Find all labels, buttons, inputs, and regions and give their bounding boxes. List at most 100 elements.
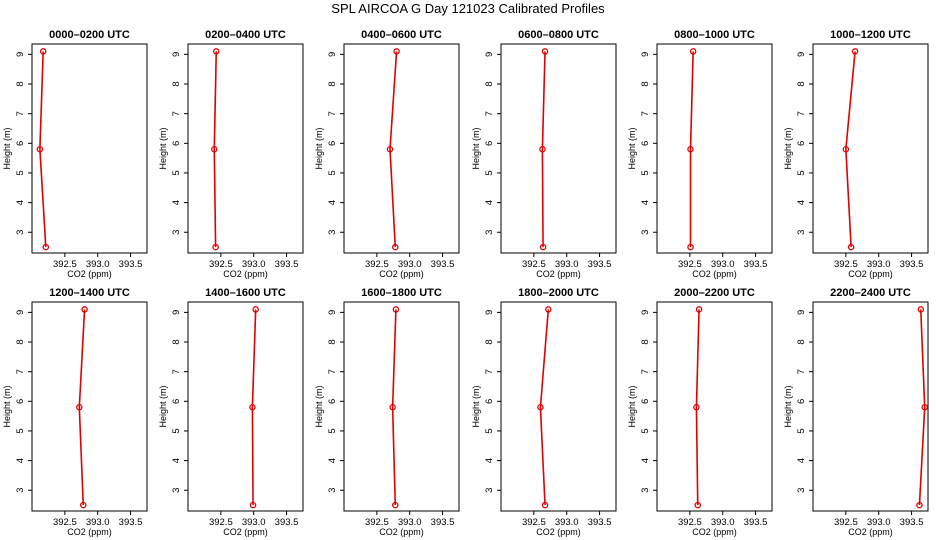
x-axis-label: CO2 (ppm) [67,527,112,537]
plot-frame [343,43,460,254]
profile-point [545,306,552,313]
profile-point [694,501,701,509]
x-tick-label: 393.5 [588,259,612,270]
y-tick-label: 6 [640,141,651,146]
profile-point [693,403,700,411]
y-tick-label: 8 [171,339,182,344]
y-tick-label: 3 [327,488,338,493]
y-tick-label: 3 [15,488,26,493]
x-tick-label: 393.0 [86,259,110,270]
plot-frame [31,43,148,254]
y-tick-label: 7 [171,369,182,374]
x-axis-label: CO2 (ppm) [379,269,424,279]
y-tick-label: 7 [327,369,338,374]
y-axis-label: Height (m) [627,127,637,169]
panel-title: 1800–2000 UTC [518,287,599,299]
panel-title: 2000–2200 UTC [674,287,755,299]
profile-line [251,309,257,506]
x-tick-label: 392.5 [53,259,77,270]
profile-point [393,48,400,55]
y-tick-label: 4 [640,458,651,463]
profile-point [687,145,694,153]
profile-point [211,145,218,153]
y-axis-label: Height (m) [158,385,168,427]
y-tick-label: 4 [15,458,26,463]
x-tick-label: 392.5 [522,259,546,270]
y-tick-label: 8 [484,339,495,344]
y-tick-label: 5 [15,170,26,175]
y-tick-label: 8 [15,81,26,86]
y-tick-label: 8 [796,339,807,344]
y-tick-label: 8 [15,339,26,344]
x-axis-label: CO2 (ppm) [692,269,737,279]
y-tick-label: 3 [171,230,182,235]
y-tick-label: 4 [171,200,182,205]
profile-point [695,306,703,313]
y-tick-label: 6 [15,141,26,146]
profile-point [392,501,399,509]
y-tick-label: 9 [484,310,495,315]
y-tick-label: 7 [171,111,182,116]
x-tick-label: 392.5 [522,517,546,528]
y-tick-label: 4 [640,200,651,205]
y-tick-label: 3 [640,488,651,493]
x-tick-label: 393.5 [744,259,768,270]
x-tick-label: 393.5 [119,517,143,528]
panel-title: 1200–1400 UTC [49,287,130,299]
profile-point [252,306,259,313]
profile-panel: 2200–2400 UTC 392.5 393.0 393.5 3 4 5 6 7 8 9 CO2 (… [783,287,929,537]
plot-frame [812,43,929,254]
panel-title: 1400–1600 UTC [205,287,286,299]
profile-point [921,403,928,411]
y-tick-label: 9 [15,310,26,315]
profile-panel: 1200–1400 UTC 392.5 393.0 393.5 3 4 5 6 7 8 9 CO2 (… [2,287,148,537]
y-tick-label: 9 [15,52,26,57]
x-tick-label: 393.5 [431,517,455,528]
y-tick-label: 5 [327,170,338,175]
profile-line [539,309,550,506]
profile-panel: 1000–1200 UTC 392.5 393.0 393.5 3 4 5 6 7 8 9 CO2 (… [783,29,929,279]
y-axis-label: Height (m) [158,127,168,169]
x-tick-label: 393.5 [900,517,924,528]
profile-line [918,309,926,506]
y-tick-label: 6 [484,141,495,146]
y-tick-label: 5 [171,428,182,433]
profile-point [917,306,925,313]
profile-panel: 1600–1800 UTC 392.5 393.0 393.5 3 4 5 6 7 8 9 CO2 (… [314,287,460,537]
y-tick-label: 5 [15,428,26,433]
profile-point [541,48,549,55]
profile-panel: 0400–0600 UTC 392.5 393.0 393.5 3 4 5 6 7 8 9 CO2 (… [314,29,460,279]
y-tick-label: 6 [796,141,807,146]
profile-point [842,145,850,153]
y-tick-label: 9 [796,52,807,57]
profile-line [39,51,47,248]
y-tick-label: 4 [796,458,807,463]
y-axis-label: Height (m) [627,385,637,427]
x-tick-label: 392.5 [365,517,389,528]
x-tick-label: 393.0 [242,259,266,270]
x-tick-label: 393.0 [867,259,891,270]
x-tick-label: 392.5 [678,517,702,528]
y-axis-label: Height (m) [471,385,481,427]
x-tick-label: 392.5 [678,259,702,270]
profile-point [687,243,694,251]
y-tick-label: 7 [15,111,26,116]
profile-point [80,501,87,509]
profile-point [212,243,219,251]
profile-point [537,403,544,411]
y-axis-label: Height (m) [783,385,793,427]
profile-point [249,501,257,509]
y-tick-label: 7 [327,111,338,116]
y-tick-label: 6 [171,141,182,146]
profile-point [539,243,547,251]
panel-title: 1600–1800 UTC [361,287,442,299]
profile-point [392,306,400,313]
y-tick-label: 4 [327,200,338,205]
plot-frame [500,43,617,254]
plot-frame [812,301,929,512]
profile-point [689,48,697,55]
x-axis-label: CO2 (ppm) [223,527,268,537]
y-tick-label: 3 [484,488,495,493]
profile-line [391,309,397,506]
y-tick-label: 5 [796,170,807,175]
